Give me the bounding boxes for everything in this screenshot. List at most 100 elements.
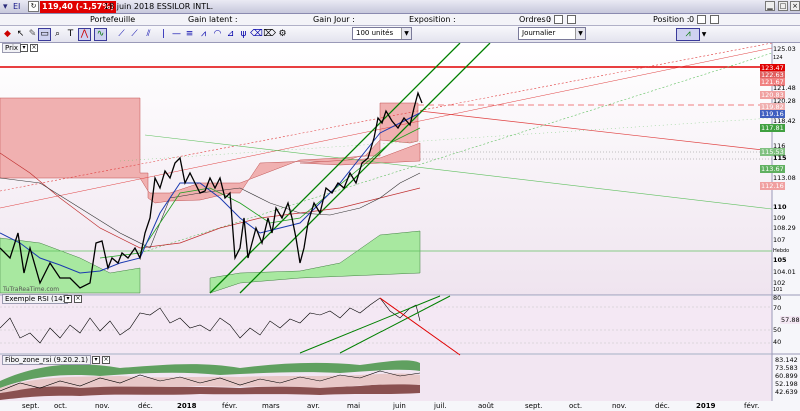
channel-icon[interactable]: ⫽ [146, 29, 151, 39]
delete-icon[interactable]: ⌦ [263, 29, 276, 39]
price-tick: 116 [773, 142, 786, 150]
month-label: sept. [22, 402, 40, 410]
price-tick: 119.16 [760, 110, 785, 118]
fibo-rsi-line [0, 370, 421, 392]
fibo-close-icon[interactable]: × [102, 356, 110, 364]
rsi-channel-1 [299, 295, 441, 354]
mini-chart-icon[interactable]: ⩘ [676, 28, 700, 41]
indicator-icon[interactable]: ∿ [94, 28, 107, 41]
settings-icon[interactable]: ⚙ [278, 29, 287, 39]
chevron-down-icon: ▼ [401, 28, 411, 39]
position-checkbox[interactable] [697, 15, 706, 24]
price-tick: 112.16 [760, 182, 785, 190]
period-select[interactable]: Journalier ▼ [518, 27, 586, 40]
eraser-icon[interactable]: ⌫ [250, 29, 263, 39]
trend-red-down [419, 110, 773, 152]
price-tick: 124 [773, 55, 783, 61]
month-label: 2018 [177, 402, 197, 410]
portefeuille-label[interactable]: Portefeuille [90, 15, 136, 24]
month-label: août [478, 402, 494, 410]
gain-latent-label: Gain latent : [188, 15, 238, 24]
position-count: 0 [689, 15, 695, 24]
ichimoku-cloud-red-2 [299, 142, 421, 166]
fan-icon[interactable]: ⩘ [200, 29, 207, 39]
chevron-down-icon: ▼ [575, 28, 585, 39]
fibo-tick: 83.142 [775, 356, 798, 364]
rsi-menu-icon[interactable]: ▾ [64, 295, 72, 303]
cursor-icon[interactable]: ↖ [16, 29, 25, 39]
period-value: Journalier [522, 29, 556, 37]
pitchfork-icon[interactable]: ψ [240, 29, 247, 39]
maximize-icon[interactable]: □ [778, 1, 788, 11]
price-tick: 121.67 [760, 78, 785, 86]
gann-icon[interactable]: ⊿ [226, 29, 235, 39]
rsi-tick: 80 [773, 294, 782, 302]
config-icon[interactable]: ◆ [4, 29, 11, 39]
price-tick: 109 [773, 214, 786, 222]
position-label: Position : [653, 15, 690, 24]
minimize-icon[interactable]: ▁ [765, 1, 775, 11]
close-icon[interactable]: × [790, 1, 800, 11]
ray-icon[interactable]: ⟋ [131, 29, 138, 39]
price-tick: 113.67 [760, 165, 785, 173]
refresh-icon[interactable]: ↻ [28, 1, 39, 12]
rsi-panel-label: Exemple RSI (14) [2, 294, 69, 304]
trendline-icon[interactable]: ⟋ [118, 29, 125, 39]
month-label: avr. [307, 402, 320, 410]
price-tick: 107 [773, 236, 786, 244]
quantity-value: 100 unités [356, 29, 394, 37]
price-tick: 102 [773, 279, 786, 287]
menu-arrow-icon[interactable]: ▾ [3, 2, 8, 12]
month-label: févr. [744, 402, 760, 410]
pencil-icon[interactable]: ✎ [28, 29, 37, 39]
price-tick: 120.83 [760, 91, 785, 99]
position-edit-checkbox[interactable] [710, 15, 719, 24]
quantity-select[interactable]: 100 unités ▼ [352, 27, 412, 40]
fibo-menu-icon[interactable]: ▾ [92, 356, 100, 364]
chart-style-icon[interactable]: ⋀ [78, 28, 91, 41]
ordres-checkbox[interactable] [554, 15, 563, 24]
fibo-icon[interactable]: ≡ [185, 29, 194, 39]
month-label: oct. [569, 402, 583, 410]
panel-menu-icon[interactable]: ▾ [20, 44, 28, 52]
exposition-label: Exposition : [409, 15, 456, 24]
rsi-line [0, 297, 421, 344]
position-header: Portefeuille Gain latent : Gain Jour : E… [0, 14, 800, 26]
price-tick: 101 [773, 287, 783, 293]
rsi-close-icon[interactable]: × [74, 295, 82, 303]
price-tick: 121.48 [773, 84, 796, 92]
channel-lower [209, 43, 461, 294]
vertical-line-icon[interactable]: | [161, 29, 166, 39]
fibo-panel-label: Fibo_zone_rsi (9.20.2.1) [2, 355, 91, 365]
fibo-tick: 42.639 [775, 388, 798, 396]
ma-long-red [0, 152, 421, 249]
price-tick: 125.03 [773, 45, 796, 53]
ordres-edit-checkbox[interactable] [567, 15, 576, 24]
select-rect-icon[interactable]: ▭ [38, 28, 51, 41]
zoom-icon[interactable]: ⌕ [54, 29, 61, 39]
price-tick: 115.53 [760, 148, 785, 156]
ma-green [99, 127, 421, 259]
fibo-band-brown [0, 383, 420, 400]
price-tick: 122.63 [760, 71, 785, 79]
drawing-toolbar: ◆ ↖ ✎ ▭ ⌕ T ⋀ ∿ ⟋ ⟋ ⫽ | — ≡ ⩘ ◠ ⊿ ψ ⌫ ⌦ … [0, 26, 800, 43]
month-label: déc. [655, 402, 670, 410]
text-icon[interactable]: T [67, 29, 74, 39]
price-tick: 108.29 [773, 224, 796, 232]
month-label: sept. [525, 402, 543, 410]
rsi-tick: 40 [773, 338, 782, 346]
month-label: févr. [222, 402, 238, 410]
axis-strip [772, 43, 800, 401]
window-title: 18 juin 2018 ESSILOR INTL. [104, 2, 214, 11]
panel-close-icon[interactable]: × [30, 44, 38, 52]
trend-green-down [144, 134, 773, 210]
chart-canvas[interactable]: TuTraReaTime.com [0, 43, 800, 411]
chevron-down-icon[interactable]: ▼ [701, 30, 707, 38]
arc-icon[interactable]: ◠ [213, 29, 222, 39]
fibo-tick: 52.198 [775, 380, 798, 388]
month-label: 2019 [696, 402, 716, 410]
horizontal-line-icon[interactable]: — [172, 29, 181, 39]
price-tick: 123.47 [760, 64, 785, 72]
ma-blue [0, 112, 421, 274]
